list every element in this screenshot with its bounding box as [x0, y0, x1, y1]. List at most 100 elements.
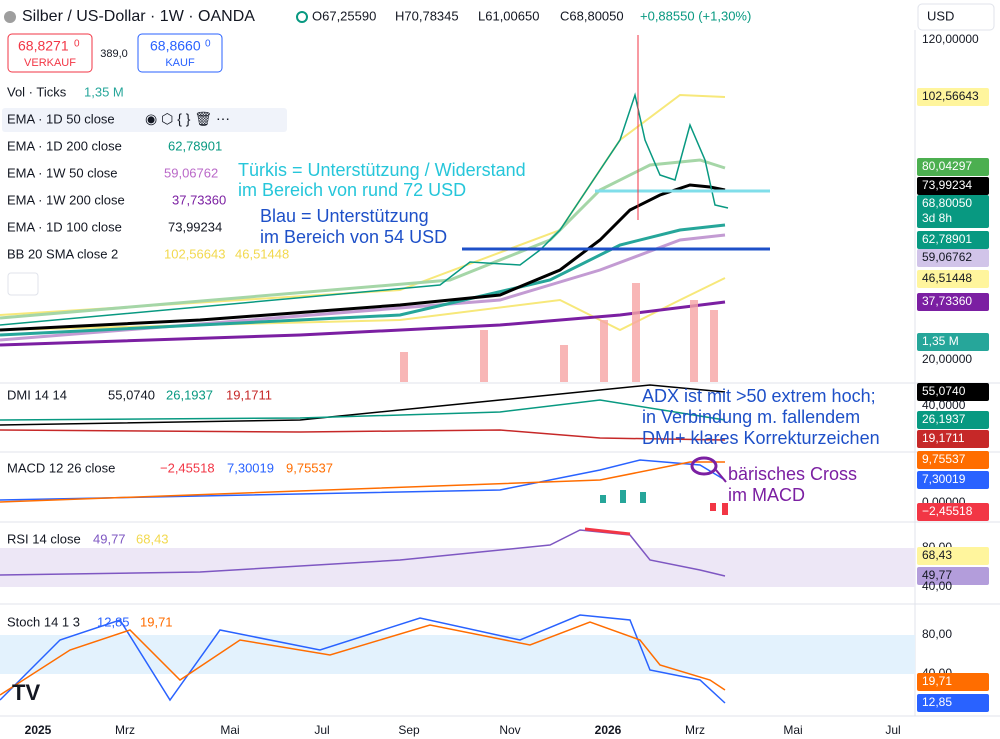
- annotation: Blau = Unterstützung: [260, 206, 429, 226]
- price-tag-text: 102,56643: [922, 89, 979, 103]
- annotation: im Bereich von 54 USD: [260, 227, 447, 247]
- open: O67,25590: [312, 8, 376, 23]
- legend-value: 73,99234: [168, 219, 222, 234]
- price-tag: [917, 547, 989, 565]
- annotation: bärisches Cross: [728, 464, 857, 484]
- rsi-line: [0, 529, 726, 577]
- low: L61,00650: [478, 8, 539, 23]
- price-tag: [917, 673, 989, 691]
- legend-name: EMA · 1D 100 close: [7, 219, 122, 234]
- legend-value: 37,73360: [172, 192, 226, 207]
- legend-value: 59,06762: [164, 165, 218, 180]
- legend-name: EMA · 1W 50 close: [7, 165, 118, 180]
- legend-hover: [2, 108, 287, 132]
- time-label: Sep: [398, 723, 420, 737]
- stoch-k: [0, 614, 726, 704]
- pane-value: 68,43: [136, 531, 169, 546]
- price-tag-text: 1,35 M: [922, 334, 959, 348]
- price-tag-text: 12,85: [922, 695, 952, 709]
- price-tag-text: 19,1711: [922, 431, 965, 445]
- price-tag: [917, 270, 989, 288]
- stoch-band: [0, 635, 915, 674]
- pane-name: DMI 14 14: [7, 387, 67, 402]
- legend-value: 102,56643: [164, 246, 225, 261]
- spread: 389,0: [100, 48, 128, 60]
- price-tag: [917, 503, 989, 521]
- sell-sup: 0: [74, 39, 80, 50]
- tv-logo: TV: [12, 680, 40, 705]
- sell-price: 68,8271: [18, 38, 69, 54]
- legend-value: 46,51448: [235, 246, 289, 261]
- legend-name: BB 20 SMA close 2: [7, 246, 118, 261]
- price-tag: [917, 249, 989, 267]
- time-label: Mai: [220, 723, 239, 737]
- axis-label: 40,00: [922, 579, 952, 593]
- pane-name: RSI 14 close: [7, 531, 81, 546]
- price-tag: [917, 430, 989, 448]
- main-lines: [0, 35, 770, 347]
- price-tag-text: 73,99234: [922, 178, 972, 192]
- dmi-lines: [0, 384, 726, 441]
- time-label: Jul: [885, 723, 900, 737]
- pane-value: 26,1937: [166, 387, 213, 402]
- legend-value: 62,78901: [168, 138, 222, 153]
- price-tag: [917, 210, 989, 228]
- price-tag-text: −2,45518: [922, 504, 973, 518]
- currency: USD: [927, 8, 954, 23]
- time-label: Jul: [314, 723, 329, 737]
- price-tag-text: 19,71: [922, 674, 952, 688]
- axis-label: 20,00000: [922, 352, 972, 366]
- symbol-icon: [4, 11, 16, 23]
- annotation: im MACD: [728, 485, 805, 505]
- price-tag-text: 26,1937: [922, 412, 966, 426]
- time-label: Mai: [783, 723, 802, 737]
- annotation: in Verbindung m. fallendem: [642, 407, 860, 427]
- pane-value: 7,30019: [227, 460, 274, 475]
- rsi-divergence: [584, 527, 631, 536]
- macd-lines: [0, 456, 727, 503]
- buy-label: KAUF: [165, 57, 195, 69]
- buy-button[interactable]: [137, 33, 223, 73]
- time-label: 2025: [25, 723, 52, 737]
- status: [296, 11, 308, 23]
- price-tag-text: 46,51448: [922, 271, 972, 285]
- price-tag: [917, 333, 989, 351]
- pane-value: 19,71: [140, 614, 173, 629]
- axis-label: 40,0000: [922, 398, 966, 412]
- legend-tools[interactable]: ◉ ⬡ { } 🗑 ⋯: [145, 111, 230, 127]
- price-tag: [917, 158, 989, 176]
- legend-name: EMA · 1D 50 close: [7, 111, 115, 126]
- price-tag-text: 62,78901: [922, 232, 972, 246]
- pane-value: −2,45518: [160, 460, 215, 475]
- legend-name: EMA · 1W 200 close: [7, 192, 125, 207]
- time-label: Mrz: [685, 723, 705, 737]
- currency-select[interactable]: [917, 3, 995, 31]
- volume-bars: [400, 283, 718, 382]
- price-tag: [917, 694, 989, 712]
- price-tag: [917, 231, 989, 249]
- pane-value: 12,85: [97, 614, 130, 629]
- price-tag: [917, 383, 989, 401]
- symbol[interactable]: Silber / US-Dollar · 1W · OANDA: [22, 8, 255, 25]
- pane-name: MACD 12 26 close: [7, 460, 115, 475]
- pane-separators: [0, 30, 1000, 717]
- price-tag: [917, 177, 989, 195]
- high: H70,78345: [395, 8, 459, 23]
- pane-name: Stoch 14 1 3: [7, 614, 80, 629]
- price-tag: [917, 471, 989, 489]
- legend-value: 1,35 M: [84, 84, 124, 99]
- collapse-button[interactable]: [7, 272, 39, 296]
- pane-value: 49,77: [93, 531, 126, 546]
- price-tag-text: 3d 8h: [922, 211, 952, 225]
- stoch-d: [0, 621, 726, 696]
- sell-button[interactable]: [7, 33, 93, 73]
- pane-value: 19,1711: [226, 387, 272, 402]
- pane-value: 55,0740: [108, 387, 155, 402]
- price-tag: [917, 195, 989, 213]
- time-label: Nov: [499, 723, 520, 737]
- annotation: im Bereich von rund 72 USD: [238, 180, 466, 200]
- price-tag: [917, 88, 989, 106]
- buy-sup: 0: [205, 39, 211, 50]
- close: C68,80050: [560, 8, 624, 23]
